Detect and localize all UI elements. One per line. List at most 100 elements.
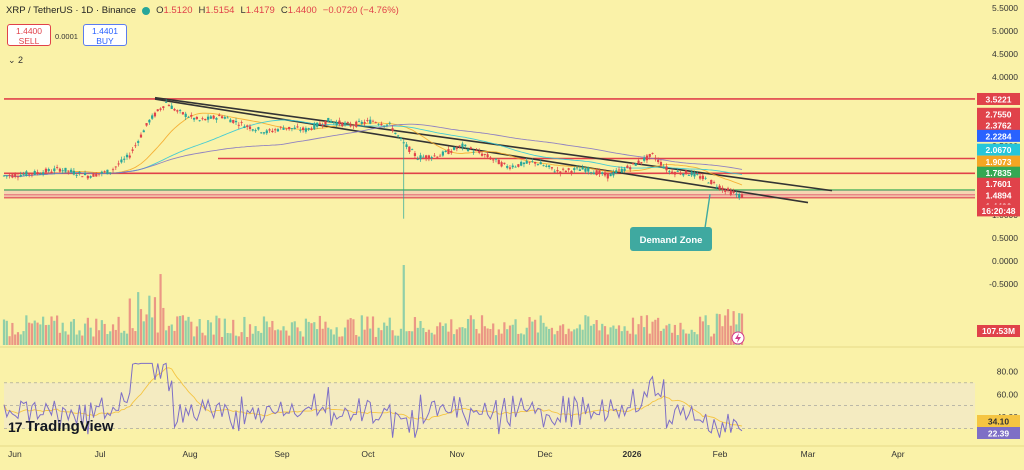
- volume-bar: [469, 315, 472, 345]
- price-badge-label: 1.7835: [986, 168, 1012, 178]
- tradingview-logo[interactable]: 17 TradingView: [8, 418, 114, 435]
- candle-body: [67, 170, 70, 172]
- candle-body: [399, 137, 403, 139]
- candle-body: [78, 171, 81, 173]
- volume-bar: [371, 316, 375, 345]
- candle-body: [134, 145, 137, 147]
- time-tick-label: Jul: [95, 449, 106, 459]
- candle-body: [349, 124, 352, 127]
- volume-bar: [494, 335, 498, 345]
- volume-bar: [603, 326, 607, 345]
- volume-bar: [427, 329, 431, 345]
- volume-bar: [480, 315, 484, 345]
- volume-bar: [265, 321, 268, 345]
- candle-body: [587, 167, 590, 172]
- volume-bar: [640, 315, 643, 345]
- candle-body: [86, 175, 89, 179]
- candle-body: [290, 128, 294, 129]
- volume-bar: [170, 324, 173, 345]
- candle-body: [352, 125, 355, 127]
- change-value: −0.0720 (−4.76%): [322, 5, 399, 16]
- candle-body: [391, 128, 394, 131]
- price-badge-label: 1.7601: [986, 179, 1012, 189]
- price-badge: [977, 177, 1020, 190]
- volume-bar: [5, 320, 8, 345]
- volume-bar: [556, 330, 559, 345]
- volume-bar: [240, 332, 243, 345]
- volume-bar: [156, 332, 159, 345]
- volume-bar: [698, 316, 702, 345]
- volume-bar: [673, 324, 677, 345]
- volume-bar: [195, 326, 198, 345]
- volume-bar: [366, 316, 369, 345]
- buy-button[interactable]: 1.4401 BUY: [83, 24, 127, 46]
- candle-body: [8, 174, 11, 176]
- price-tick-label: -0.5000: [989, 279, 1018, 289]
- tradingview-logo-text: TradingView: [25, 418, 114, 435]
- candle-body: [651, 152, 654, 154]
- candle-body: [413, 153, 417, 156]
- volume-bar: [447, 331, 450, 345]
- candle-body: [83, 173, 87, 176]
- channel-lower-line: [154, 98, 809, 204]
- sell-button[interactable]: 1.4400 SELL: [7, 24, 51, 46]
- candle-body: [447, 149, 450, 155]
- volume-bar: [682, 329, 685, 345]
- candle-body: [629, 167, 632, 170]
- price-badge-label: 3.5221: [986, 94, 1012, 104]
- volume-bar: [83, 323, 87, 345]
- candle-body: [248, 126, 252, 129]
- volume-bar: [260, 332, 263, 345]
- volume-bar: [324, 321, 327, 345]
- volume-bar: [712, 333, 716, 345]
- volume-bar: [100, 320, 103, 345]
- rsi-tick-label: 80.00: [997, 366, 1019, 376]
- volume-bar: [629, 333, 632, 345]
- volume-bar: [243, 316, 246, 345]
- volume-bar: [299, 331, 302, 345]
- candle-body: [81, 176, 84, 178]
- volume-bar: [589, 325, 593, 345]
- candle-body: [606, 173, 609, 179]
- volume-bar: [262, 316, 266, 345]
- volume-bar: [438, 322, 442, 345]
- volume-bar: [514, 319, 517, 345]
- volume-bar: [352, 319, 355, 345]
- candle-body: [511, 165, 514, 168]
- volume-bar: [363, 329, 366, 345]
- candle-body: [64, 167, 67, 172]
- candle-body: [293, 127, 296, 130]
- market-status-icon: [142, 6, 151, 15]
- candle-body: [212, 115, 215, 119]
- volume-bar: [95, 318, 98, 345]
- candle-body: [313, 123, 316, 130]
- candle-body: [425, 155, 428, 159]
- candle-body: [215, 118, 218, 120]
- candle-body: [690, 171, 693, 176]
- candle-body: [466, 149, 470, 151]
- candle-body: [710, 179, 713, 185]
- price-badge: [977, 107, 1020, 120]
- candle-body: [11, 174, 14, 178]
- candle-body: [268, 129, 271, 131]
- volume-bar: [338, 336, 341, 345]
- candle-body: [327, 117, 330, 122]
- candle-body: [483, 154, 486, 156]
- moving-average-line: [4, 123, 743, 177]
- volume-bar: [567, 328, 570, 345]
- volume-bar: [385, 325, 389, 345]
- candle-body: [296, 126, 299, 128]
- volume-badge-label: 107.53M: [982, 326, 1015, 336]
- candle-body: [542, 165, 545, 167]
- candle-body: [72, 170, 75, 175]
- indicators-toggle[interactable]: ⌄ 2: [8, 55, 24, 65]
- symbol-title[interactable]: XRP / TetherUS · 1D · Binance: [6, 5, 137, 16]
- candle-body: [75, 175, 78, 176]
- candle-body: [187, 116, 190, 118]
- candle-body: [444, 150, 447, 153]
- candle-body: [657, 159, 660, 163]
- rsi-badge: [977, 427, 1020, 439]
- price-badge-label: 2.2284: [986, 131, 1012, 141]
- volume-bar: [679, 322, 682, 345]
- time-tick-label: Dec: [537, 449, 553, 459]
